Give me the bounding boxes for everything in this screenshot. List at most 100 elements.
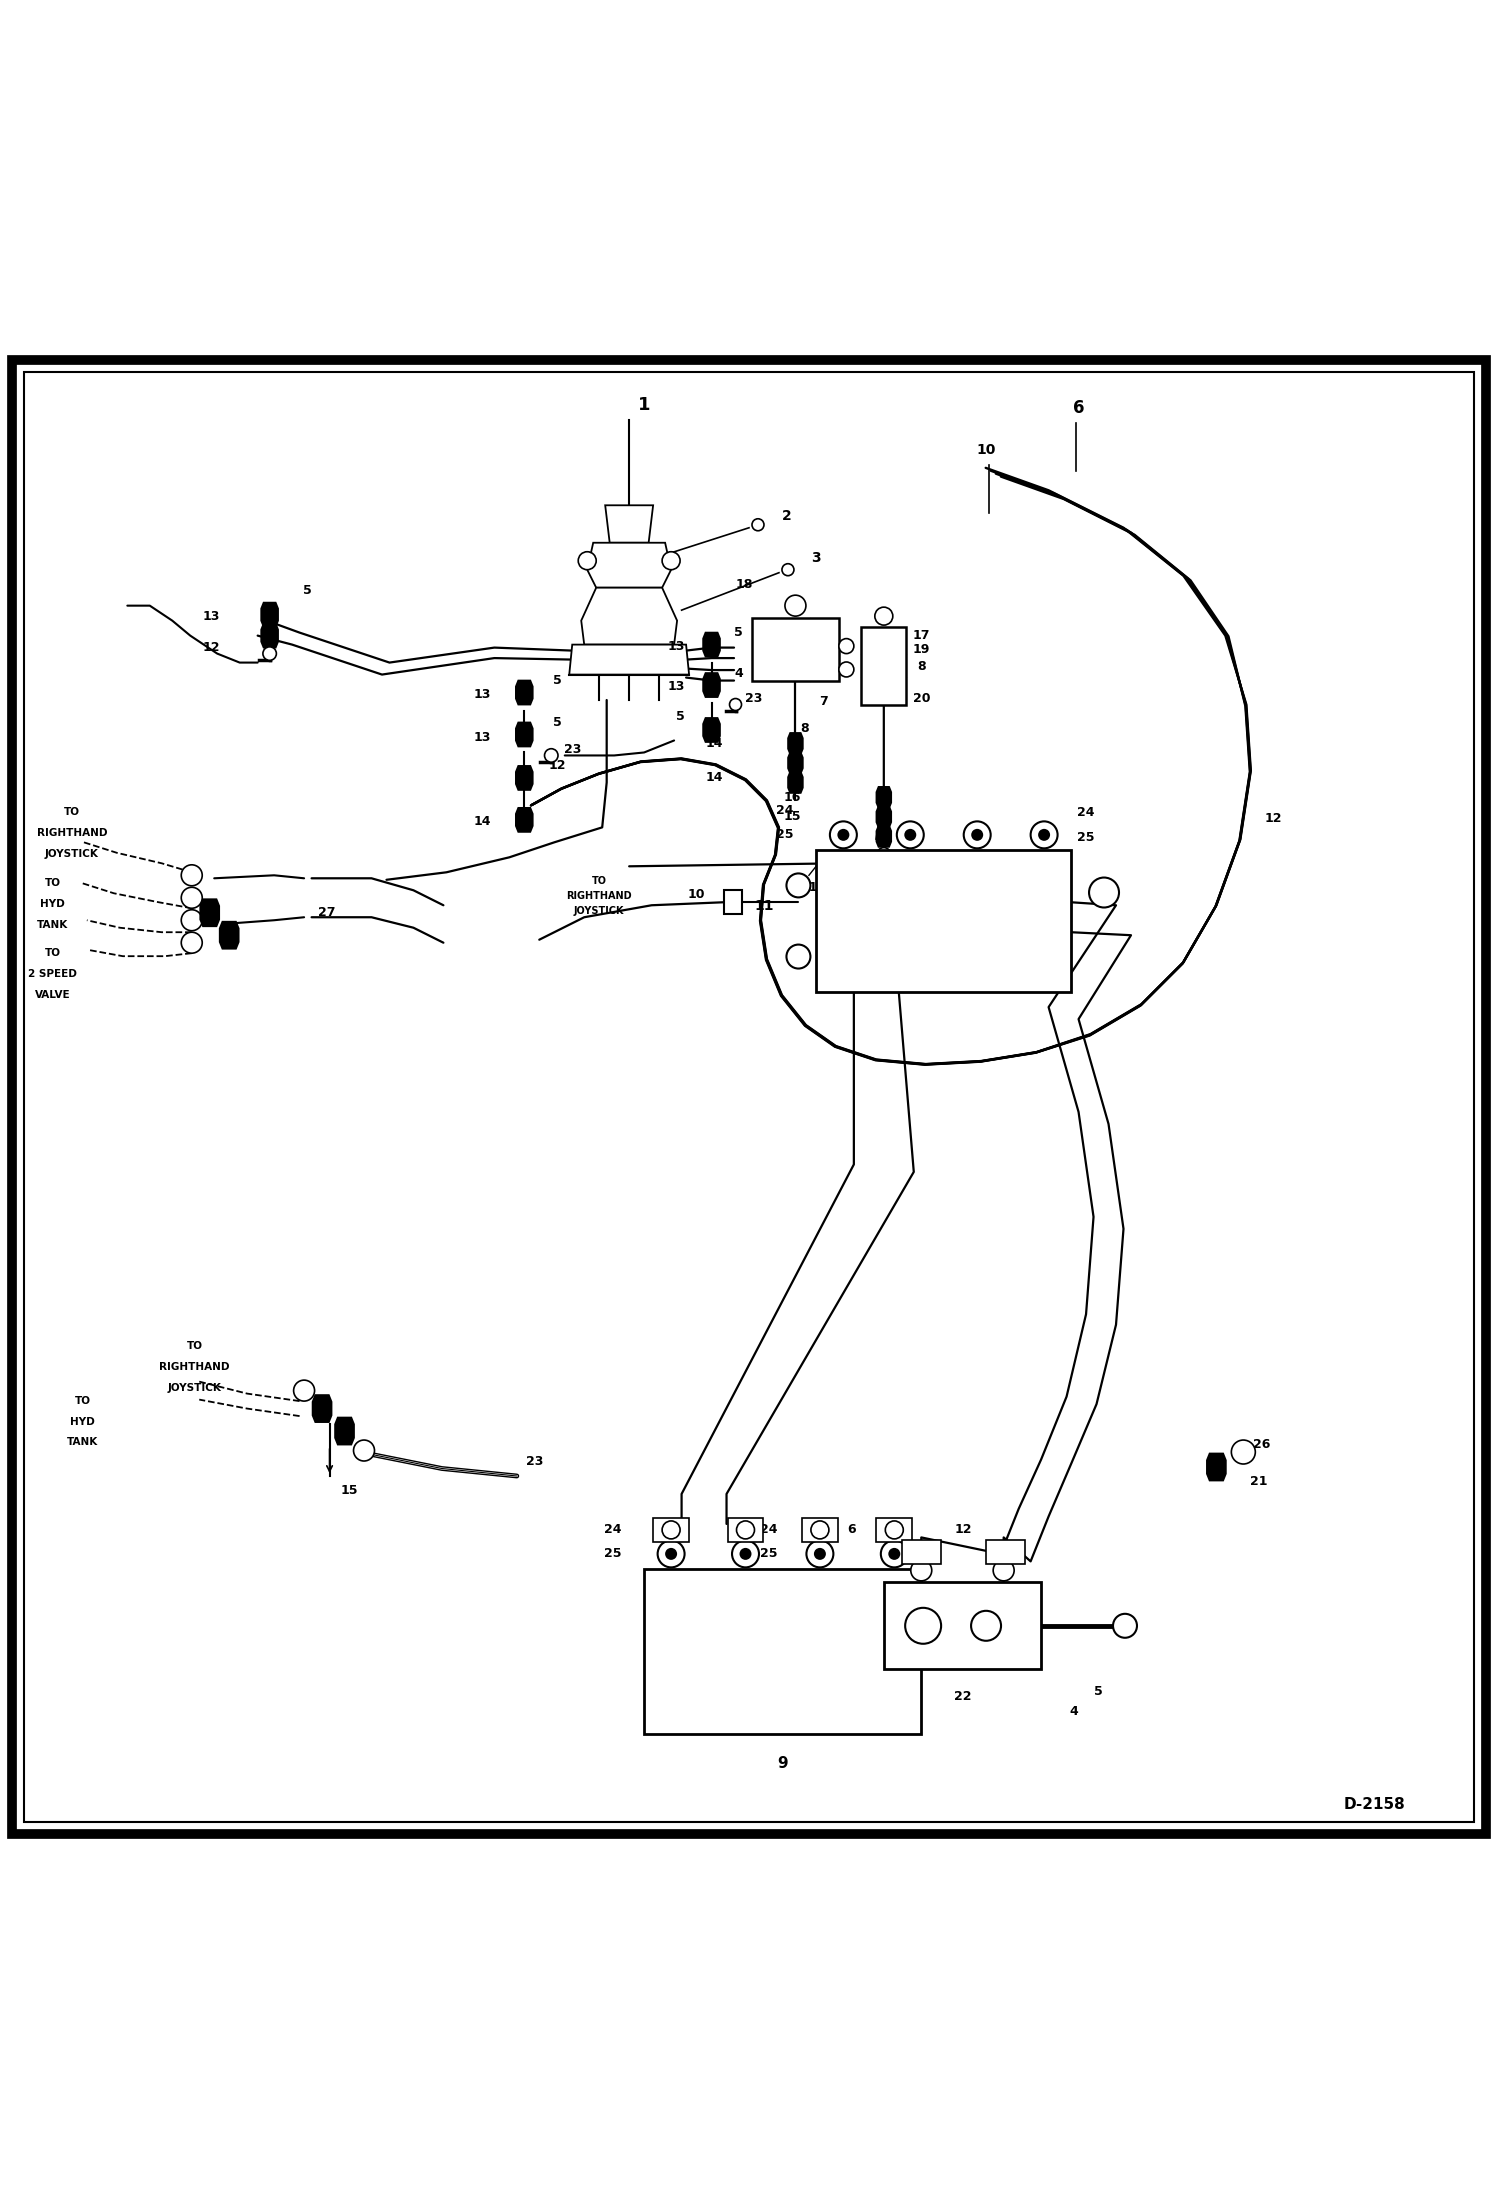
- Text: 16: 16: [783, 790, 801, 803]
- Text: 6: 6: [1073, 399, 1085, 417]
- Text: TO: TO: [64, 807, 79, 818]
- Text: 21: 21: [800, 880, 818, 893]
- Text: 5: 5: [1094, 1685, 1103, 1698]
- Polygon shape: [876, 788, 891, 807]
- Text: 23: 23: [563, 744, 581, 757]
- Text: 5: 5: [303, 584, 312, 597]
- Text: 6: 6: [848, 1523, 857, 1536]
- Circle shape: [354, 1439, 374, 1461]
- Polygon shape: [201, 900, 219, 926]
- Text: JOYSTICK: JOYSTICK: [574, 906, 625, 917]
- Text: 26: 26: [1252, 1437, 1270, 1450]
- Circle shape: [876, 847, 890, 860]
- Text: 25: 25: [759, 1547, 777, 1560]
- Bar: [816, 849, 1071, 992]
- Text: 7: 7: [819, 695, 828, 709]
- Polygon shape: [515, 766, 533, 790]
- Text: 1: 1: [638, 395, 650, 415]
- Circle shape: [971, 829, 983, 840]
- Text: 13: 13: [473, 731, 491, 744]
- Polygon shape: [515, 722, 533, 746]
- Polygon shape: [605, 505, 653, 542]
- Circle shape: [181, 886, 202, 908]
- Circle shape: [806, 1540, 833, 1567]
- Circle shape: [733, 1540, 759, 1567]
- Text: 25: 25: [776, 829, 794, 840]
- Circle shape: [905, 1608, 941, 1643]
- Text: 15: 15: [783, 810, 801, 823]
- Bar: [724, 891, 742, 915]
- Text: TANK: TANK: [67, 1437, 97, 1446]
- Circle shape: [1031, 821, 1058, 849]
- Polygon shape: [569, 645, 689, 674]
- Bar: [884, 1582, 1041, 1670]
- Polygon shape: [703, 674, 721, 698]
- Polygon shape: [876, 807, 891, 827]
- Text: 20: 20: [912, 691, 930, 704]
- Text: 5: 5: [734, 625, 743, 638]
- Text: RIGHTHAND: RIGHTHAND: [566, 891, 632, 902]
- Text: 23: 23: [745, 691, 762, 704]
- Circle shape: [578, 551, 596, 570]
- Text: RIGHTHAND: RIGHTHAND: [159, 1362, 231, 1371]
- Circle shape: [897, 821, 924, 849]
- Text: 5: 5: [553, 674, 562, 687]
- Text: 18: 18: [736, 579, 753, 590]
- Circle shape: [786, 873, 810, 897]
- Circle shape: [752, 518, 764, 531]
- Text: 24: 24: [604, 1523, 622, 1536]
- Circle shape: [813, 1549, 825, 1560]
- Text: 24: 24: [1077, 805, 1095, 818]
- Text: 19: 19: [912, 643, 930, 656]
- Polygon shape: [1207, 1452, 1225, 1481]
- Bar: [728, 1518, 764, 1542]
- Text: HYD: HYD: [70, 1417, 94, 1426]
- Text: 12: 12: [548, 759, 566, 772]
- Polygon shape: [515, 807, 533, 832]
- Circle shape: [1231, 1439, 1255, 1463]
- Text: TO: TO: [75, 1395, 90, 1406]
- Circle shape: [963, 821, 990, 849]
- Polygon shape: [788, 753, 803, 774]
- Polygon shape: [876, 825, 891, 847]
- Circle shape: [810, 1520, 828, 1538]
- Text: JOYSTICK: JOYSTICK: [45, 849, 99, 860]
- Polygon shape: [261, 603, 279, 627]
- Bar: [902, 1540, 941, 1564]
- Text: 14: 14: [473, 814, 491, 827]
- Text: 3: 3: [812, 551, 821, 564]
- Text: 11: 11: [753, 900, 774, 913]
- Circle shape: [881, 1540, 908, 1567]
- Text: HYD: HYD: [40, 900, 64, 908]
- Circle shape: [971, 1610, 1001, 1641]
- Text: TO: TO: [45, 878, 60, 889]
- Text: 13: 13: [202, 610, 220, 623]
- Circle shape: [737, 1520, 755, 1538]
- Text: 14: 14: [706, 737, 724, 750]
- Circle shape: [181, 864, 202, 886]
- Polygon shape: [515, 680, 533, 704]
- Polygon shape: [261, 623, 279, 647]
- Polygon shape: [336, 1417, 354, 1444]
- Circle shape: [740, 1549, 752, 1560]
- Bar: [653, 1518, 689, 1542]
- Circle shape: [888, 1549, 900, 1560]
- Text: 13: 13: [667, 641, 685, 652]
- Bar: [752, 619, 839, 680]
- Circle shape: [993, 1560, 1014, 1582]
- Text: 15: 15: [340, 1485, 358, 1499]
- Circle shape: [264, 647, 276, 660]
- Circle shape: [662, 551, 680, 570]
- Text: 5: 5: [553, 715, 562, 728]
- Circle shape: [1038, 829, 1050, 840]
- Circle shape: [830, 821, 857, 849]
- Text: 2: 2: [782, 509, 791, 522]
- Circle shape: [782, 564, 794, 575]
- Text: 8: 8: [800, 722, 809, 735]
- Text: TO: TO: [187, 1341, 202, 1352]
- Text: 12: 12: [1264, 812, 1282, 825]
- Circle shape: [905, 829, 917, 840]
- Text: TANK: TANK: [37, 919, 67, 930]
- Text: 27: 27: [318, 906, 336, 919]
- Bar: [644, 1569, 921, 1733]
